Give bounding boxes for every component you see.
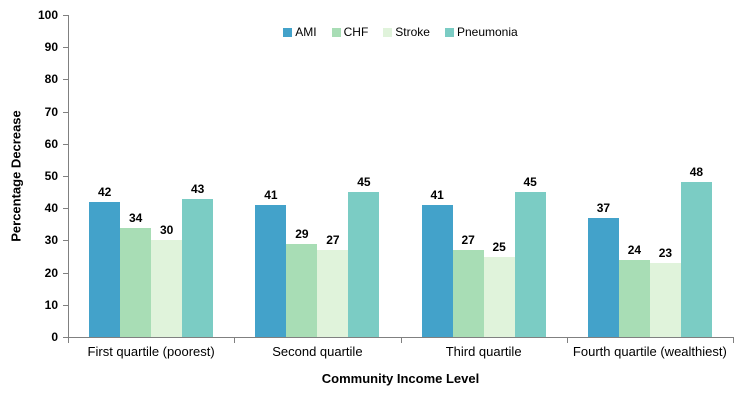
bar-value-label: 25	[492, 239, 506, 254]
bar-value-label: 41	[264, 187, 278, 202]
legend-item-chf: CHF	[331, 25, 369, 39]
legend-label: AMI	[295, 25, 317, 39]
bar-stroke-3	[483, 256, 515, 337]
y-tick-label: 30	[44, 233, 58, 248]
bar-stroke-2	[317, 250, 349, 337]
bar-pneumonia-4	[680, 182, 712, 337]
x-axis-line	[68, 337, 734, 338]
y-axis-tick	[63, 176, 68, 177]
y-tick-label: 50	[44, 169, 58, 183]
bar-value-label: 27	[461, 233, 475, 248]
bar-value-label: 42	[97, 184, 112, 199]
y-tick-label: 20	[44, 265, 58, 280]
bar-value-label: 23	[658, 245, 673, 260]
category-label: Fourth quartile (wealthiest)	[572, 344, 727, 359]
y-axis-tick	[63, 79, 68, 81]
y-tick-label: 0	[51, 330, 58, 344]
y-tick-label: 90	[44, 40, 58, 55]
y-axis-tick	[63, 240, 68, 242]
bar-value-label: 34	[128, 210, 143, 225]
bar-chf-4	[618, 259, 650, 337]
legend-label: Stroke	[395, 25, 430, 39]
category-label: First quartile (poorest)	[87, 344, 215, 359]
bar-stroke-1	[151, 240, 183, 337]
bar-value-label: 48	[689, 165, 704, 180]
y-tick-label: 100	[37, 8, 58, 22]
y-tick-label: 80	[44, 72, 58, 87]
x-axis-tick	[733, 338, 734, 343]
bar-value-label: 37	[596, 200, 611, 215]
legend-item-stroke: Stroke	[383, 26, 430, 38]
legend-label: Pneumonia	[456, 25, 518, 39]
bar-stroke-4	[649, 262, 681, 337]
bar-ami-4	[587, 217, 619, 337]
bar-chf-2	[286, 243, 318, 337]
category-label: Third quartile	[445, 344, 522, 359]
bar-pneumonia-3	[514, 192, 546, 337]
x-axis-tick	[68, 338, 69, 343]
bar-value-label: 24	[627, 242, 642, 257]
legend-swatch-icon	[283, 27, 293, 37]
y-axis-tick	[63, 143, 68, 145]
bar-chf-3	[452, 250, 484, 337]
legend-item-ami: AMI	[283, 25, 317, 39]
legend: AMI CHF Stroke Pneumonia	[68, 26, 733, 38]
bar-value-label: 30	[159, 223, 174, 238]
bar-ami-1	[89, 201, 121, 337]
legend-label: CHF	[343, 25, 369, 39]
y-axis-tick	[63, 304, 68, 306]
x-axis-tick	[234, 338, 236, 343]
bar-ami-2	[255, 204, 287, 337]
y-tick-label: 60	[44, 136, 58, 151]
bar-pneumonia-1	[182, 198, 214, 337]
legend-swatch-icon	[331, 27, 341, 37]
y-axis-tick	[63, 15, 68, 16]
y-tick-label: 10	[44, 297, 58, 312]
x-axis-tick	[400, 338, 402, 343]
bar-value-label: 27	[326, 233, 340, 248]
bar-value-label: 29	[295, 226, 309, 241]
bar-ami-3	[421, 204, 453, 337]
y-axis-line	[68, 15, 69, 337]
bar-value-label: 45	[357, 175, 371, 190]
y-axis-title: Percentage Decrease	[8, 110, 24, 242]
y-tick-label: 70	[44, 104, 58, 119]
legend-swatch-icon	[383, 27, 393, 37]
x-axis-tick	[566, 338, 568, 343]
y-axis-tick	[63, 337, 68, 338]
bar-pneumonia-2	[348, 192, 380, 337]
bar-value-label: 41	[430, 187, 444, 202]
y-tick-label: 40	[44, 201, 58, 216]
y-axis-tick	[63, 208, 68, 210]
x-axis-title: Community Income Level	[321, 371, 480, 386]
bar-chf-1	[120, 227, 152, 337]
category-label: Second quartile	[272, 344, 363, 359]
legend-item-pneumonia: Pneumonia	[444, 25, 518, 39]
y-axis-tick	[63, 47, 68, 49]
bar-value-label: 43	[190, 181, 205, 196]
legend-swatch-icon	[444, 27, 454, 37]
y-axis-tick	[63, 111, 68, 113]
bar-value-label: 45	[523, 175, 537, 190]
y-axis-tick	[63, 272, 68, 274]
